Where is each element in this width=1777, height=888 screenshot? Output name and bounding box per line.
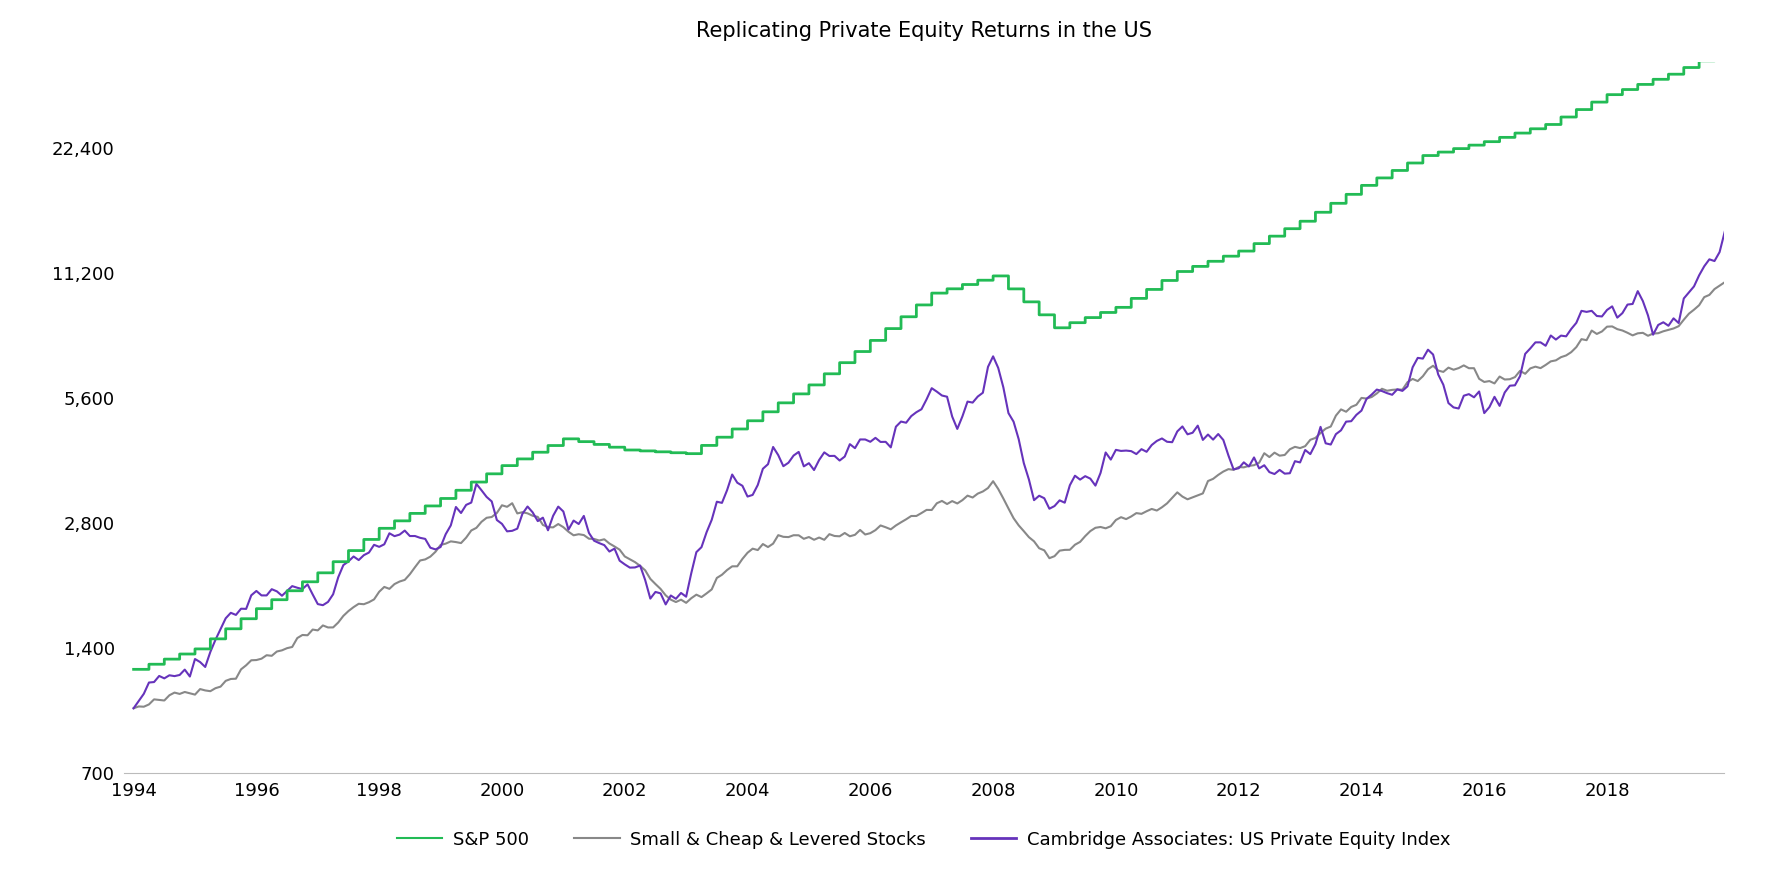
Title: Replicating Private Equity Returns in the US: Replicating Private Equity Returns in th… <box>697 21 1151 41</box>
Cambridge Associates: US Private Equity Index: (2.02e+03, 2.23e+04): US Private Equity Index: (2.02e+03, 2.23… <box>1443 143 1464 154</box>
Cambridge Associates: US Private Equity Index: (2.01e+03, 1.65e+04): US Private Equity Index: (2.01e+03, 1.65… <box>1320 198 1342 209</box>
Cambridge Associates: US Private Equity Index: (2.02e+03, 3.76e+04): US Private Equity Index: (2.02e+03, 3.76… <box>1718 49 1740 59</box>
Cambridge Associates: US Private Equity Index: (1.99e+03, 1.24e+03): US Private Equity Index: (1.99e+03, 1.24… <box>123 664 144 675</box>
S&P 500 <box>1125 508 1146 519</box>
Cambridge Associates: US Private Equity Index: (2.01e+03, 9.71e+03): US Private Equity Index: (2.01e+03, 9.71… <box>1121 293 1143 304</box>
Small & Cheap & Levered Stocks <box>506 523 528 534</box>
Legend: S&P 500, Small & Cheap & Levered Stocks, Cambridge Associates: US Private Equity: S&P 500, Small & Cheap & Levered Stocks,… <box>391 823 1457 856</box>
Small & Cheap & Levered Stocks <box>1715 226 1736 237</box>
Small & Cheap & Levered Stocks <box>732 480 753 491</box>
Line: Cambridge Associates: US Private Equity Index: Cambridge Associates: US Private Equity … <box>133 54 1729 670</box>
S&P 500 <box>512 507 533 518</box>
Cambridge Associates: US Private Equity Index: (2e+03, 4.46e+03): US Private Equity Index: (2e+03, 4.46e+0… <box>569 433 590 444</box>
Small & Cheap & Levered Stocks <box>210 623 231 634</box>
S&P 500 <box>506 508 528 519</box>
Small & Cheap & Levered Stocks <box>512 509 533 519</box>
Line: Small & Cheap & Levered Stocks: Small & Cheap & Levered Stocks <box>133 232 1725 709</box>
S&P 500 <box>123 703 144 714</box>
S&P 500 <box>732 553 753 564</box>
S&P 500 <box>983 476 1004 487</box>
Cambridge Associates: US Private Equity Index: (2.02e+03, 2.88e+04): US Private Equity Index: (2.02e+03, 2.88… <box>1582 97 1603 107</box>
S&P 500 <box>1715 277 1736 288</box>
Line: S&P 500: S&P 500 <box>133 282 1725 709</box>
Cambridge Associates: US Private Equity Index: (2.02e+03, 2.14e+04): US Private Equity Index: (2.02e+03, 2.14… <box>1427 150 1448 161</box>
Small & Cheap & Levered Stocks <box>123 703 144 714</box>
S&P 500 <box>210 681 231 692</box>
Small & Cheap & Levered Stocks <box>983 351 1004 361</box>
Small & Cheap & Levered Stocks <box>1125 448 1146 459</box>
